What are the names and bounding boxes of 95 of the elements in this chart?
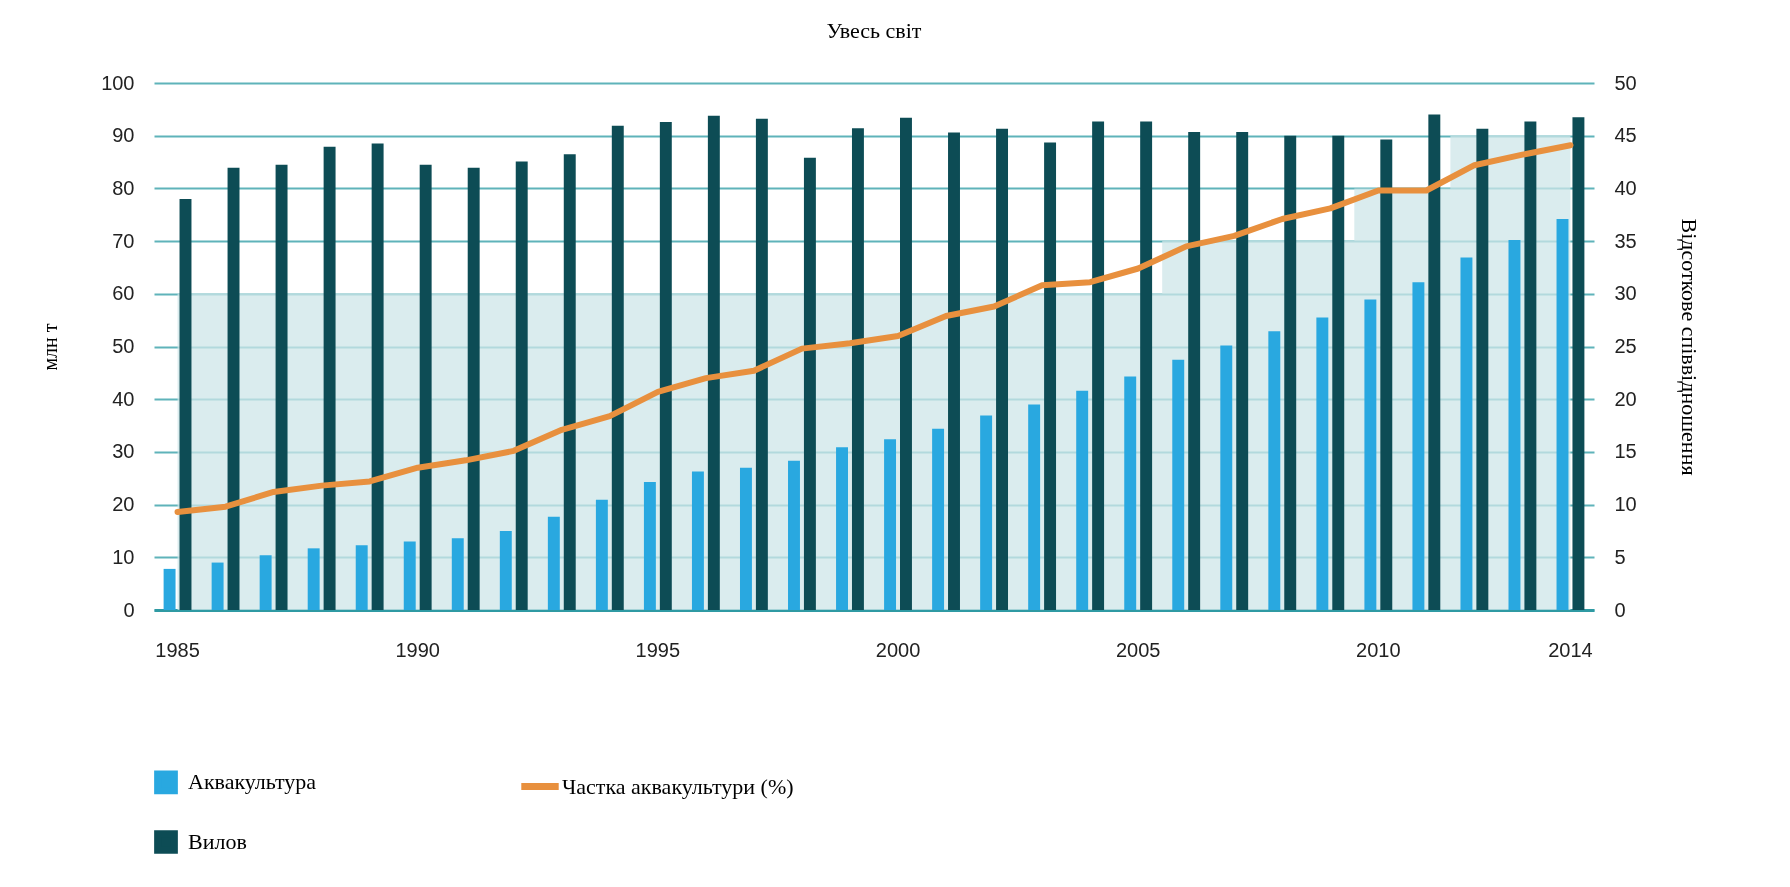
- bar: [900, 117, 912, 610]
- bar: [691, 471, 704, 610]
- y2-tick-label: 50: [1614, 71, 1637, 94]
- bar: [1284, 135, 1297, 610]
- y-tick-label: 60: [112, 282, 135, 305]
- bar: [1572, 117, 1585, 610]
- bar: [1508, 240, 1521, 610]
- y-tick-label: 30: [112, 440, 135, 463]
- bar: [1028, 404, 1041, 610]
- bar: [996, 128, 1009, 610]
- bar: [707, 115, 720, 610]
- bar: [227, 167, 240, 610]
- bar: [884, 439, 897, 610]
- bar: [1124, 376, 1137, 610]
- bar: [1476, 128, 1489, 610]
- bar: [547, 516, 560, 610]
- bar: [1524, 121, 1537, 610]
- legend-label: Вилов: [188, 829, 247, 854]
- bar: [307, 548, 320, 610]
- bar: [851, 128, 864, 610]
- x-tick-label: 2014: [1548, 638, 1593, 661]
- x-tick-label: 2005: [1115, 638, 1161, 661]
- legend-label: Аквакультура: [188, 769, 317, 795]
- chart-title: Увесь світ: [826, 18, 922, 43]
- x-tick-label: 2000: [875, 638, 921, 661]
- x-tick-label: 1990: [395, 638, 440, 661]
- bar: [211, 562, 224, 610]
- y2-tick-label: 5: [1614, 545, 1626, 568]
- bar: [643, 481, 656, 610]
- bar: [1092, 121, 1105, 610]
- bar: [932, 428, 945, 610]
- y2-tick-label: 30: [1614, 282, 1637, 305]
- bar: [1460, 257, 1473, 610]
- y-tick-label: 70: [112, 229, 135, 252]
- bar: [948, 132, 960, 610]
- bar: [1556, 218, 1569, 610]
- bar: [836, 447, 848, 610]
- y-tick-label: 10: [112, 545, 135, 568]
- y2-tick-label: 10: [1614, 493, 1637, 516]
- bar: [355, 545, 368, 610]
- bar: [1412, 282, 1425, 610]
- bar: [403, 541, 416, 610]
- y2-tick-label: 25: [1614, 335, 1637, 357]
- y-tick-label: 80: [112, 176, 135, 199]
- bar: [1236, 132, 1249, 610]
- bar: [1044, 142, 1057, 610]
- y-axis-title: млн т: [39, 323, 62, 371]
- x-tick-label: 2010: [1356, 638, 1401, 661]
- x-tick-label: 1985: [155, 638, 200, 661]
- bar: [1220, 345, 1233, 610]
- y2-tick-label: 0: [1614, 598, 1626, 621]
- bar: [275, 164, 288, 610]
- bar: [1332, 135, 1345, 610]
- bar: [1076, 390, 1089, 610]
- bar: [1316, 317, 1329, 610]
- y2-tick-label: 45: [1614, 124, 1637, 147]
- bar: [1428, 114, 1441, 610]
- y-tick-label: 20: [112, 493, 135, 516]
- bar: [659, 122, 672, 610]
- bar: [563, 154, 576, 610]
- bar: [515, 161, 528, 610]
- bar: [1268, 331, 1281, 610]
- bar: [467, 167, 480, 610]
- bar: [1364, 299, 1377, 610]
- bar: [419, 164, 432, 610]
- bar: [1188, 132, 1201, 610]
- bar: [1172, 359, 1185, 610]
- bar: [611, 125, 624, 610]
- bar: [980, 415, 993, 610]
- bar: [499, 530, 512, 610]
- bar: [179, 198, 192, 610]
- y2-tick-label: 15: [1614, 440, 1637, 463]
- bar: [371, 143, 384, 610]
- bar: [1140, 121, 1153, 610]
- y-tick-label: 50: [112, 335, 135, 357]
- bar: [323, 146, 336, 610]
- y2-tick-label: 35: [1614, 229, 1637, 252]
- y-tick-label: 40: [112, 387, 135, 410]
- bar: [259, 555, 272, 610]
- bar: [788, 460, 800, 610]
- bar: [1380, 139, 1393, 610]
- bar: [739, 467, 752, 610]
- bar: [451, 538, 464, 610]
- bar: [755, 118, 768, 610]
- bar: [803, 157, 816, 610]
- bar: [595, 499, 608, 610]
- legend-label: Частка аквакультури (%): [562, 773, 794, 799]
- x-tick-label: 1995: [635, 638, 681, 661]
- bar: [163, 568, 176, 610]
- y-tick-label: 90: [112, 124, 135, 147]
- y-tick-label: 0: [123, 598, 135, 621]
- y2-tick-label: 20: [1614, 387, 1637, 410]
- y-tick-label: 100: [101, 71, 135, 94]
- y2-axis-title: Відсоткове співвідношення: [1676, 218, 1702, 476]
- y2-tick-label: 40: [1614, 176, 1637, 199]
